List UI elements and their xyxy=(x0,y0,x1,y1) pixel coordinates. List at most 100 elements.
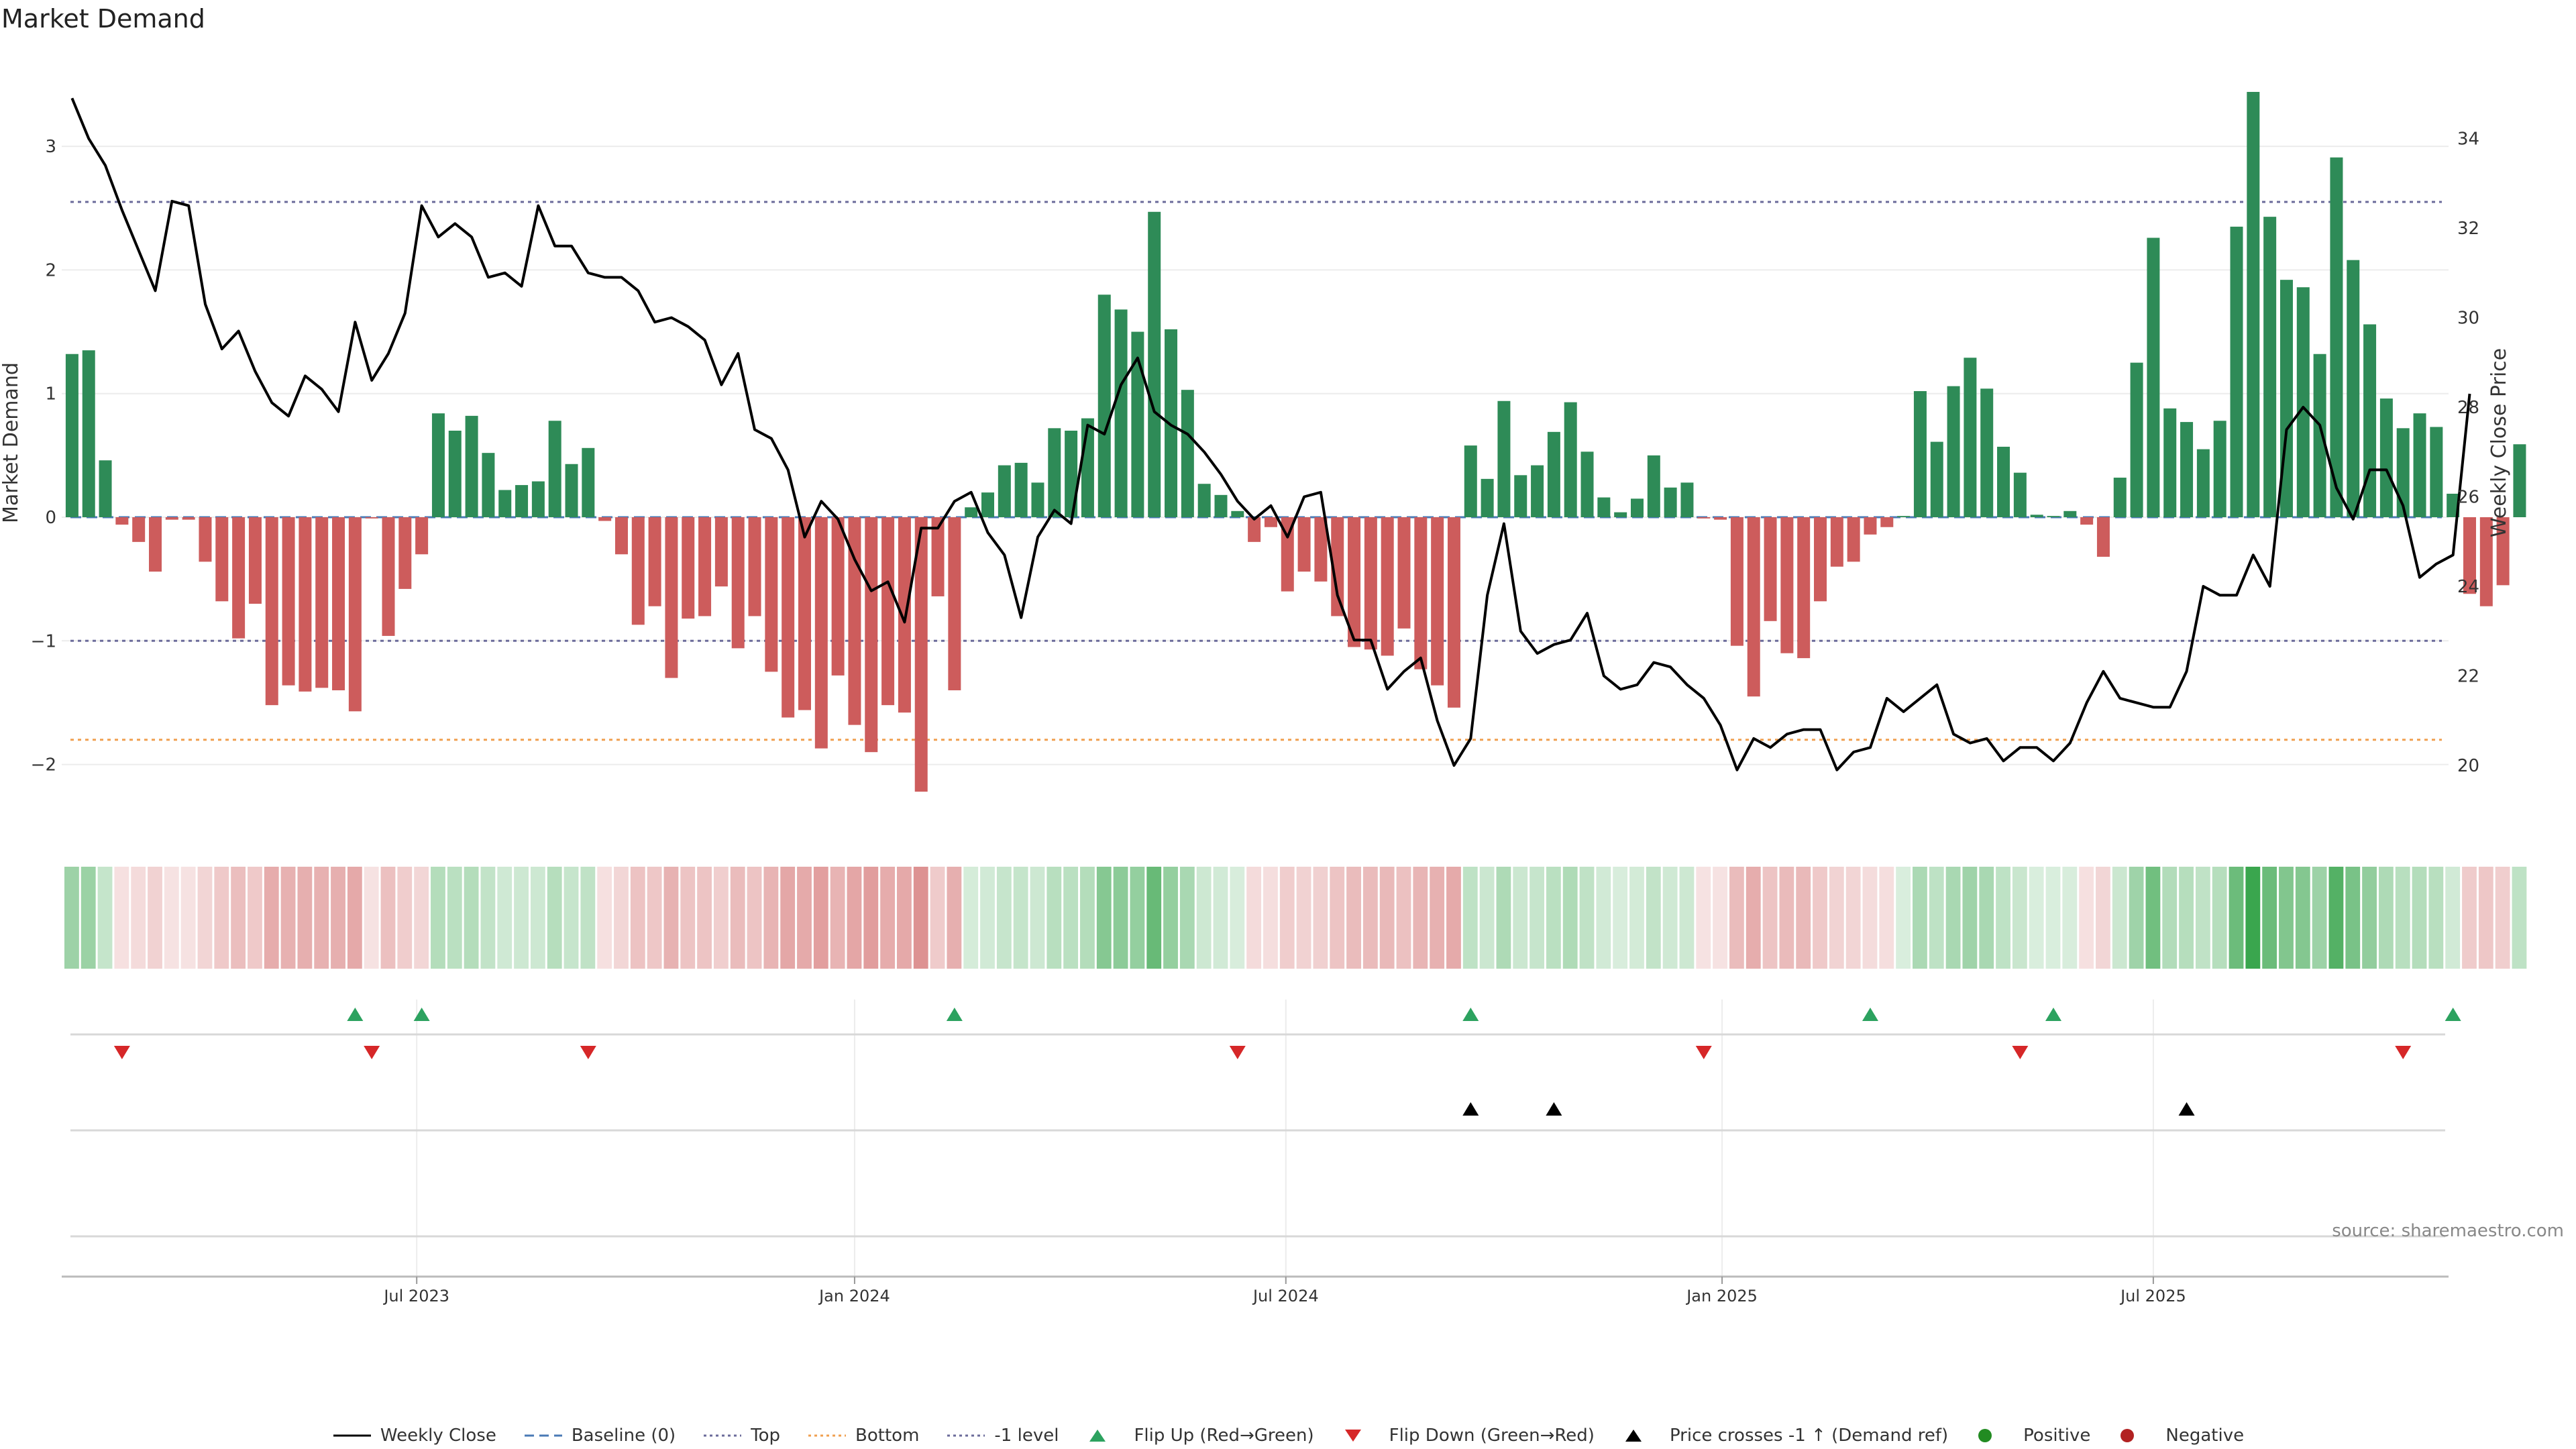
heat-strip-cell xyxy=(913,867,928,969)
legend-item-top: Top xyxy=(702,1426,780,1446)
heat-strip-cell xyxy=(863,867,879,969)
heat-strip-cell xyxy=(131,867,146,969)
heat-strip-cell xyxy=(1462,867,1478,969)
demand-bar xyxy=(1830,517,1843,567)
heat-strip-cell xyxy=(1279,867,1295,969)
heat-strip-cell xyxy=(380,867,396,969)
heat-strip-cell xyxy=(1396,867,1411,969)
legend-item-cross: Price crosses -1 ↑ (Demand ref) xyxy=(1621,1426,1948,1446)
demand-bar xyxy=(731,517,745,649)
demand-bar xyxy=(2313,354,2326,517)
price-line xyxy=(70,97,2471,771)
demand-bar xyxy=(1381,517,1394,656)
heat-strip-cell xyxy=(347,867,362,969)
demand-bar xyxy=(2330,157,2343,517)
demand-bar xyxy=(265,517,278,706)
heat-strip-cell xyxy=(730,867,745,969)
y-left-tick-label: −1 xyxy=(31,631,56,651)
heat-strip-cell xyxy=(1230,867,1245,969)
y-left-axis-title: Market Demand xyxy=(0,362,23,523)
y-right-tick-label: 28 xyxy=(2457,398,2479,418)
demand-bar xyxy=(1947,386,1960,517)
demand-bar xyxy=(1547,431,1560,517)
demand-bar xyxy=(1680,482,1694,517)
heat-strip-cell xyxy=(980,867,995,969)
demand-bar xyxy=(282,517,295,686)
demand-bar xyxy=(1014,462,1028,517)
demand-bar xyxy=(149,517,162,572)
demand-bar xyxy=(382,517,395,636)
heat-strip-cell xyxy=(1446,867,1461,969)
minus1-dotted-icon xyxy=(947,1434,985,1437)
legend-item-positive: Positive xyxy=(1975,1426,2090,1446)
demand-bars xyxy=(65,92,2526,792)
heat-strip-cell xyxy=(1713,867,1727,969)
heat-strip-cell xyxy=(2312,867,2327,969)
heat-strip-cell xyxy=(1013,867,1028,969)
y-left-tick-label: 1 xyxy=(45,384,56,405)
demand-bar xyxy=(614,517,628,555)
heat-strip-cell xyxy=(1945,867,1961,969)
demand-bar xyxy=(1797,517,1811,659)
demand-bar xyxy=(1181,390,1194,517)
heat-strip-cell xyxy=(314,867,329,969)
heat-strip-cell xyxy=(2378,867,2394,969)
demand-bar xyxy=(2030,515,2043,517)
demand-bar xyxy=(348,517,362,712)
heat-strip-cell xyxy=(1529,867,1544,969)
demand-bar xyxy=(2013,472,2027,517)
flip-up-marker xyxy=(946,1008,963,1021)
heat-strip-cell xyxy=(530,867,545,969)
heat-strip-cell xyxy=(1146,867,1162,969)
heat-strip-cell xyxy=(1679,867,1695,969)
heat-strip-cell xyxy=(947,867,962,969)
demand-bar xyxy=(1647,455,1660,517)
heat-strip-cell xyxy=(1362,867,1378,969)
flip-down-marker xyxy=(2395,1046,2412,1059)
heat-strip-cell xyxy=(1913,867,1927,969)
heat-strip-cell xyxy=(2195,867,2210,969)
demand-bar xyxy=(1997,446,2010,517)
heat-strip-cell xyxy=(1813,867,1827,969)
legend-label: Flip Up (Red→Green) xyxy=(1134,1426,1314,1446)
heat-strip-cell xyxy=(2229,867,2244,969)
demand-bar xyxy=(1930,441,1943,517)
demand-bar xyxy=(2080,517,2094,525)
x-tick-label: Jul 2024 xyxy=(1252,1287,1319,1305)
demand-bar xyxy=(431,413,445,517)
heat-strip-cell xyxy=(1130,867,1145,969)
demand-bar xyxy=(582,447,595,517)
flip-up-marker xyxy=(2045,1008,2061,1021)
demand-bar xyxy=(299,517,312,692)
heat-strip-cell xyxy=(1163,867,1178,969)
heat-strip-cell xyxy=(331,867,345,969)
heat-strip-cell xyxy=(1629,867,1644,969)
y-left-tick-label: 3 xyxy=(45,137,56,157)
heat-strip-cell xyxy=(2345,867,2361,969)
chart-title: Market Demand xyxy=(1,4,205,34)
demand-bar xyxy=(1281,517,1294,592)
demand-bar xyxy=(1048,428,1061,517)
heat-strip-cell xyxy=(1613,867,1628,969)
demand-bar xyxy=(2347,260,2360,517)
heat-strip-cell xyxy=(2079,867,2094,969)
demand-bar xyxy=(2396,428,2410,517)
price-cross-marker xyxy=(1462,1102,1479,1116)
demand-bar xyxy=(914,517,928,792)
demand-bar xyxy=(598,517,612,521)
heat-strip-cell xyxy=(197,867,213,969)
heat-strip-cell xyxy=(1430,867,1445,969)
heat-strip-cell xyxy=(2029,867,2044,969)
demand-bar xyxy=(415,517,429,555)
demand-bar xyxy=(2263,217,2277,517)
heat-strip-cell xyxy=(2462,867,2477,969)
x-tick-label: Jul 2025 xyxy=(2119,1287,2186,1305)
heat-strip-cell xyxy=(1579,867,1595,969)
heat-strip-cell xyxy=(248,867,262,969)
demand-bar xyxy=(398,517,412,589)
demand-bar xyxy=(498,490,512,517)
heat-strip-cell xyxy=(397,867,413,969)
heat-strip-cell xyxy=(580,867,596,969)
